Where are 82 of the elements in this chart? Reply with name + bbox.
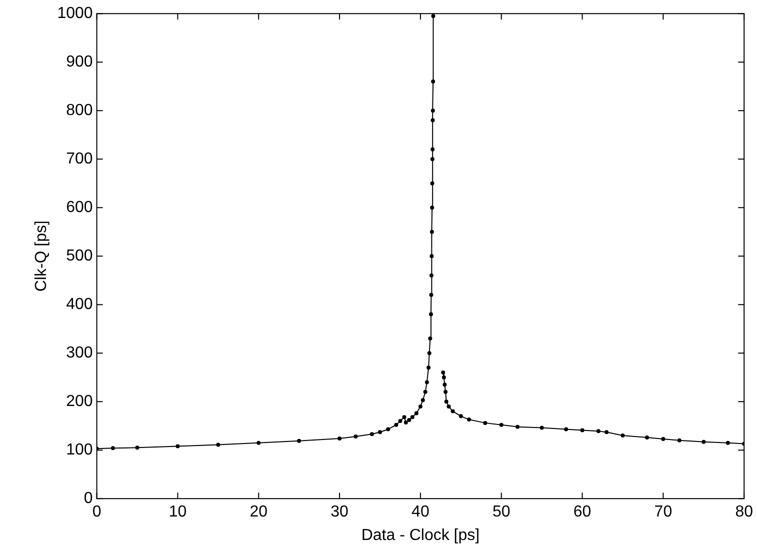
y-tick-label: 0 — [84, 490, 93, 508]
point — [446, 404, 451, 408]
y-axis-title: Clk-Q [ps] — [33, 220, 50, 292]
point — [297, 438, 302, 443]
point — [431, 80, 436, 84]
point — [604, 430, 609, 434]
y-tick-label: 600 — [66, 199, 93, 216]
point — [410, 415, 414, 420]
point — [378, 430, 382, 434]
point — [135, 446, 140, 450]
x-tick-label: 80 — [735, 504, 754, 521]
x-tick-label: 10 — [168, 504, 187, 521]
point — [466, 418, 471, 422]
point — [726, 440, 730, 445]
point — [540, 426, 544, 430]
point — [418, 404, 422, 408]
y-tick-label: 800 — [66, 102, 93, 120]
point — [431, 14, 436, 18]
point — [499, 422, 504, 427]
point — [458, 414, 463, 418]
point — [423, 390, 428, 394]
x-tick-label: 60 — [573, 504, 592, 521]
y-tick-label: 700 — [66, 150, 93, 168]
point — [428, 336, 432, 341]
point — [430, 206, 434, 210]
point — [702, 440, 706, 444]
point — [430, 230, 434, 234]
point — [645, 435, 650, 440]
point — [430, 157, 434, 162]
y-tick-label: 300 — [66, 344, 93, 362]
point — [516, 424, 520, 429]
point — [430, 147, 435, 152]
point — [370, 432, 374, 436]
point — [216, 442, 220, 447]
x-tick-label: 30 — [330, 504, 349, 521]
x-tick-label: 20 — [250, 504, 268, 521]
point — [404, 420, 408, 424]
x-tick-label: 70 — [654, 504, 672, 521]
y-tick-label: 500 — [66, 248, 93, 265]
point — [176, 444, 180, 448]
point — [398, 419, 402, 423]
point — [564, 427, 568, 432]
point — [420, 398, 425, 402]
point — [444, 390, 448, 394]
point — [596, 429, 600, 434]
point — [450, 409, 455, 414]
x-tick-label: 40 — [412, 504, 430, 521]
point — [444, 400, 448, 404]
y-tick-label: 900 — [66, 54, 93, 71]
x-axis-title: Data - Clock [ps] — [361, 526, 480, 544]
point — [338, 436, 342, 440]
point — [483, 420, 488, 425]
point — [386, 427, 390, 432]
y-tick-label: 1000 — [57, 5, 93, 22]
point — [407, 418, 412, 422]
y-tick-label: 100 — [66, 442, 93, 459]
point — [110, 446, 115, 450]
point — [429, 274, 434, 278]
point — [620, 434, 625, 438]
point — [441, 370, 446, 374]
point — [424, 380, 429, 384]
point — [580, 428, 584, 432]
point — [442, 375, 446, 380]
x-tick-label: 50 — [492, 504, 510, 521]
point — [354, 434, 358, 439]
y-tick-label: 400 — [66, 296, 93, 314]
point — [402, 415, 406, 420]
point — [661, 436, 666, 441]
point — [427, 351, 432, 356]
point — [256, 440, 261, 445]
point — [430, 108, 435, 113]
point — [428, 312, 433, 316]
point — [430, 181, 434, 186]
point — [429, 292, 434, 297]
point — [394, 422, 398, 427]
point — [430, 118, 435, 122]
point — [677, 438, 682, 442]
y-tick-label: 200 — [66, 393, 93, 410]
point — [430, 254, 434, 258]
point — [414, 411, 418, 416]
point — [426, 366, 431, 370]
point — [442, 382, 447, 387]
